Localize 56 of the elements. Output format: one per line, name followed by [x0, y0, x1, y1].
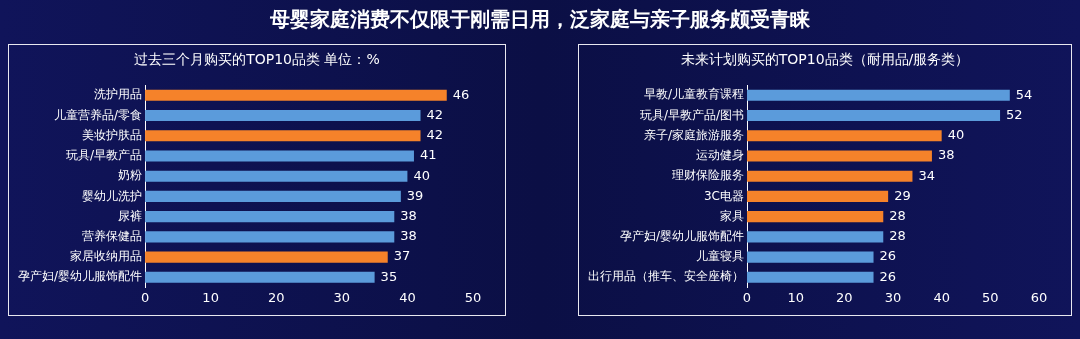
- data-label: 26: [879, 268, 897, 284]
- data-label: 42: [426, 127, 444, 143]
- y-tick-label: 美妆护肤品: [82, 127, 143, 142]
- data-label: 38: [937, 147, 955, 163]
- text: 母婴家庭消费不仅限于刚需日用，泛家庭与亲子服务颇受青睐: [269, 6, 811, 33]
- x-tick-label: 10: [202, 289, 219, 305]
- data-label: 28: [889, 208, 906, 224]
- y-tick-label: 出行用品（推车、安全座椅）: [588, 269, 744, 284]
- data-label: 34: [918, 167, 936, 183]
- x-tick-label: 0: [140, 289, 150, 305]
- y-tick-label: 玩具/早教产品/图书: [639, 107, 744, 122]
- y-tick-label: 理财保险服务: [672, 168, 744, 183]
- x-tick-label: 40: [933, 289, 950, 305]
- data-label: 41: [419, 147, 437, 163]
- y-tick-label: 孕产妇/婴幼儿服饰配件: [619, 228, 744, 243]
- x-tick-label: 30: [884, 289, 902, 305]
- y-tick-label: 运动健身: [696, 148, 744, 163]
- x-tick-label: 30: [333, 289, 351, 305]
- data-label: 37: [393, 248, 411, 264]
- chart-subtitle: 未来计划购买的TOP10品类（耐用品/服务类）: [679, 51, 971, 69]
- y-tick-label: 洗护用品: [94, 87, 143, 102]
- x-tick-label: 60: [1030, 289, 1048, 305]
- data-label: 39: [406, 187, 424, 203]
- x-tick-label: 50: [982, 289, 999, 305]
- y-tick-label: 营养保健品: [82, 228, 143, 243]
- y-tick-label: 玩具/早教产品: [66, 148, 143, 163]
- data-label: 40: [947, 127, 965, 143]
- data-label: 54: [1015, 86, 1033, 102]
- y-tick-label: 早教/儿童教育课程: [643, 87, 744, 102]
- x-tick-label: 20: [836, 289, 853, 305]
- data-label: 46: [452, 86, 470, 102]
- y-tick-label: 孕产妇/婴幼儿服饰配件: [18, 269, 143, 284]
- y-tick-label: 尿裤: [118, 208, 143, 223]
- data-label: 38: [400, 228, 417, 244]
- y-tick-label: 亲子/家庭旅游服务: [643, 127, 744, 142]
- y-tick-label: 儿童营养品/零食: [54, 107, 143, 122]
- data-label: 28: [889, 228, 906, 244]
- chart-subtitle: 过去三个月购买的TOP10品类 单位：%: [133, 51, 381, 69]
- y-tick-label: 家居收纳用品: [70, 249, 143, 264]
- data-label: 26: [879, 248, 897, 264]
- x-tick-label: 50: [464, 289, 482, 305]
- x-tick-label: 0: [742, 289, 752, 305]
- x-tick-label: 40: [399, 289, 416, 305]
- data-label: 38: [400, 208, 417, 224]
- x-tick-label: 20: [267, 289, 285, 305]
- data-label: 52: [1006, 106, 1023, 122]
- y-tick-label: 婴幼儿洗护: [82, 188, 143, 203]
- y-tick-label: 3C电器: [703, 188, 744, 203]
- data-label: 42: [426, 106, 444, 122]
- y-tick-label: 奶粉: [118, 168, 143, 183]
- data-label: 35: [380, 268, 398, 284]
- y-tick-label: 儿童寝具: [696, 249, 744, 264]
- data-label: 29: [894, 187, 911, 203]
- x-tick-label: 10: [787, 289, 804, 305]
- y-tick-label: 家具: [720, 208, 744, 223]
- data-label: 40: [413, 167, 430, 183]
